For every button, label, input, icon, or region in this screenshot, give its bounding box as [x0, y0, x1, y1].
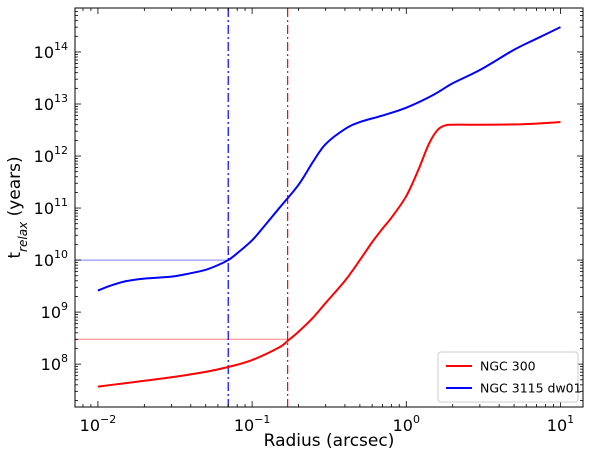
y-tick-label-base: 10 [41, 303, 61, 322]
y-axis-label-main: t [5, 252, 25, 259]
x-tick-label-base: 10 [234, 416, 254, 435]
series-line-ngc-3115-dw01 [97, 26, 561, 292]
x-tick-label-exp: 1 [567, 413, 574, 426]
series-line-ngc-300 [97, 121, 561, 388]
x-tick-label: 10−2 [80, 413, 117, 435]
y-tick-label-exp: 12 [54, 144, 68, 157]
y-tick-label-base: 10 [34, 147, 54, 166]
legend-box [437, 351, 579, 403]
y-tick-label: 1014 [34, 40, 68, 62]
data-group [75, 8, 561, 407]
y-tick-label: 1012 [34, 144, 68, 166]
y-tick-label-exp: 11 [54, 196, 68, 209]
x-tick-label-base: 10 [547, 416, 567, 435]
y-tick-label-exp: 14 [54, 40, 68, 53]
y-tick-label: 1011 [34, 196, 68, 218]
y-tick-label-exp: 8 [61, 352, 68, 365]
y-axis-label-sub: relax [16, 221, 30, 252]
y-tick-label-base: 10 [34, 43, 54, 62]
legend: NGC 300 NGC 3115 dw01 [437, 351, 582, 403]
legend-label-0: NGC 300 [480, 359, 536, 374]
y-tick-label-base: 10 [41, 355, 61, 374]
y-tick-label: 1010 [34, 248, 68, 270]
y-tick-label: 109 [41, 300, 68, 322]
y-tick-label: 108 [41, 352, 68, 374]
x-tick-label: 10−1 [234, 413, 271, 435]
x-tick-label-base: 10 [80, 416, 100, 435]
y-tick-label-exp: 9 [61, 300, 68, 313]
x-axis-label: Radius (arcsec) [264, 431, 395, 451]
y-tick-label-base: 10 [34, 251, 54, 270]
y-axis-label-rest: (years) [5, 156, 25, 221]
x-tick-label-exp: 0 [413, 413, 420, 426]
legend-label-1: NGC 3115 dw01 [480, 381, 582, 396]
y-tick-label-exp: 10 [54, 248, 68, 261]
y-tick-label-base: 10 [34, 95, 54, 114]
x-tick-label-exp: −2 [100, 413, 116, 426]
x-tick-label-exp: −1 [254, 413, 270, 426]
x-tick-label: 101 [547, 413, 574, 435]
plot-frame [74, 7, 584, 408]
plot-area [74, 7, 584, 408]
y-axis-label: trelax (years) [5, 156, 30, 258]
y-tick-label: 1013 [34, 92, 68, 114]
y-tick-label-exp: 13 [54, 92, 68, 105]
x-tick-label-base: 10 [393, 416, 413, 435]
x-tick-label: 100 [393, 413, 420, 435]
y-tick-label-base: 10 [34, 199, 54, 218]
